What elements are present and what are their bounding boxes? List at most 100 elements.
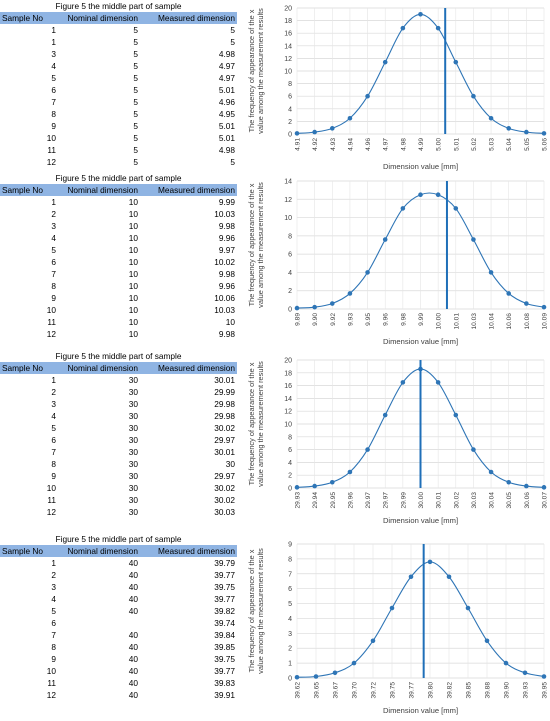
table-title: Figure 5 the middle part of sample: [55, 534, 182, 544]
x-tick-label: 9.99: [418, 313, 425, 326]
table-row: 8 40 39.85: [0, 641, 237, 653]
data-table-1: Figure 5 the middle part of sample Sampl…: [0, 0, 237, 168]
x-tick-label: 9.89: [295, 313, 302, 326]
cell-sample-no: 4: [51, 594, 56, 604]
table-body: 1 30 30.01 2 30 29.99 3 30 29.98 4 30 29.98 5 30 30.02…: [0, 374, 237, 518]
cell-measured: 29.97: [214, 471, 235, 481]
y-tick-label: 0: [288, 486, 292, 493]
table-row: 4 40 39.77: [0, 593, 237, 605]
chart-3: 0 2 4 6 8 10 12 14 16 18 20 29.93 29.94 29.95 29.96 29.…: [240, 354, 550, 526]
table-row: 9 5 5.01: [0, 120, 237, 132]
x-tick-label: 30.05: [506, 492, 513, 509]
cell-nominal: 5: [133, 37, 138, 47]
x-tick-label: 39.82: [447, 682, 454, 699]
x-tick-label: 10.06: [506, 313, 513, 330]
cell-measured: 9.96: [218, 281, 235, 291]
cell-sample-no: 3: [51, 399, 56, 409]
cell-measured: 5.01: [218, 133, 235, 143]
cell-nominal: 40: [128, 666, 138, 676]
chart-4: 0 1 2 3 4 5 6 7 8 9 39.62 39.65 39.67 39.70 39.72 39.75…: [240, 538, 550, 716]
x-tick-label: 29.93: [295, 492, 302, 509]
header-sample-no: Sample No: [2, 546, 44, 556]
cell-measured: 39.77: [214, 666, 235, 676]
y-tick-label: 8: [288, 434, 292, 441]
cell-nominal: 5: [133, 109, 138, 119]
table-row: 10 40 39.77: [0, 665, 237, 677]
data-point: [294, 131, 300, 136]
y-tick-label: 14: [284, 43, 292, 50]
cell-measured: 39.75: [214, 654, 235, 664]
table-row: 8 10 9.96: [0, 280, 237, 292]
table-row: 2 10 10.03: [0, 208, 237, 220]
header-measured: Measured dimension: [157, 363, 235, 373]
cell-nominal: 10: [128, 221, 138, 231]
cell-measured: 5.01: [218, 85, 235, 95]
header-sample-no: Sample No: [2, 185, 44, 195]
table-row: 7 40 39.84: [0, 629, 237, 641]
cell-measured: 29.99: [214, 387, 235, 397]
cell-measured: 30.03: [214, 507, 235, 517]
y-tick-label: 16: [284, 383, 292, 390]
x-tick-label: 29.97: [383, 492, 390, 509]
y-tick-label: 12: [284, 56, 292, 63]
y-tick-label: 7: [288, 571, 292, 578]
y-tick-label: 5: [288, 601, 292, 608]
cell-sample-no: 6: [51, 257, 56, 267]
data-point: [453, 59, 459, 65]
y-tick-label: 16: [284, 31, 292, 38]
cell-sample-no: 7: [51, 97, 56, 107]
chart-svg: 0 2 4 6 8 10 12 14 16 18 20 29.93 29.94 29.95 29.96 29.…: [247, 358, 549, 526]
cell-nominal: 30: [128, 435, 138, 445]
x-tick-label: 30.07: [542, 492, 549, 509]
y-tick-label: 14: [284, 179, 292, 186]
header-sample-no: Sample No: [2, 13, 44, 23]
table-row: 3 10 9.98: [0, 220, 237, 232]
data-point: [400, 206, 406, 211]
cell-nominal: 30: [128, 423, 138, 433]
chart-1: 0 2 4 6 8 10 12 14 16 18 20 4.91 4.92 4.93 4.94 4.96 4.9…: [240, 2, 550, 172]
data-point: [522, 670, 528, 676]
data-point: [400, 25, 406, 31]
table-row: 7 30 30.01: [0, 446, 237, 458]
cell-nominal: 5: [133, 145, 138, 155]
cell-sample-no: 11: [47, 495, 56, 505]
data-point: [418, 192, 423, 198]
cell-nominal: 10: [128, 197, 138, 207]
cell-sample-no: 6: [51, 435, 56, 445]
table-row: 6 10 10.02: [0, 256, 237, 268]
table-row: 1 5 5: [0, 36, 237, 48]
data-point: [329, 301, 335, 306]
data-point: [524, 301, 529, 306]
cell-sample-no: 10: [46, 666, 56, 676]
y-tick-label: 12: [284, 409, 292, 416]
x-tick-label: 5.03: [489, 138, 496, 151]
x-tick-label: 39.95: [542, 682, 549, 699]
data-point: [365, 270, 370, 275]
cell-nominal: 30: [128, 411, 138, 421]
cell-measured: 10: [225, 317, 235, 327]
cell-measured: 30.01: [214, 375, 235, 385]
x-tick-label: 10.03: [471, 313, 478, 330]
cell-nominal: 30: [128, 471, 138, 481]
cell-measured: 10.06: [214, 293, 235, 303]
x-tick-label: 30.02: [453, 492, 460, 509]
cell-sample-no: 9: [51, 293, 56, 303]
data-point: [365, 447, 370, 452]
cell-sample-no: 5: [51, 606, 56, 616]
data-table-2: Figure 5 the middle part of sample Sampl…: [0, 172, 237, 340]
y-tick-label: 4: [288, 460, 292, 467]
cell-sample-no: 10: [46, 483, 56, 493]
data-point: [506, 126, 512, 131]
data-point: [541, 131, 547, 136]
cell-measured: 39.82: [214, 606, 235, 616]
y-tick-label: 20: [284, 358, 292, 365]
table-title: Figure 5 the middle part of sample: [55, 1, 182, 11]
data-point: [465, 605, 471, 611]
cell-nominal: 30: [128, 459, 138, 469]
cell-sample-no: 1: [51, 558, 56, 568]
cell-sample-no: 11: [47, 678, 56, 688]
y-axis-label: The frequency of appearance of the xvalu…: [247, 361, 265, 487]
x-tick-label: 30.01: [436, 492, 443, 509]
x-tick-label: 5.00: [436, 138, 443, 151]
x-tick-label: 29.99: [400, 492, 407, 509]
